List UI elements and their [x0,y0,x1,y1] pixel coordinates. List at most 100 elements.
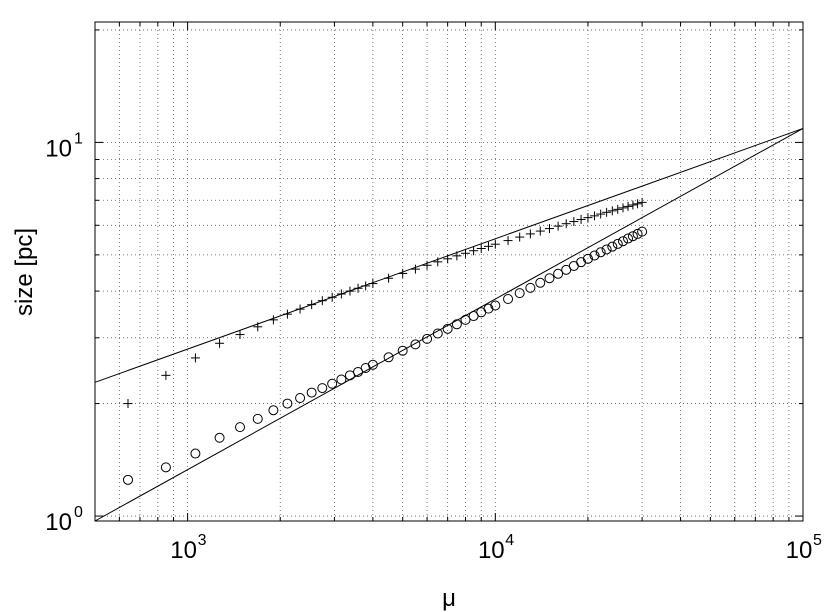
plus-marker [561,219,571,229]
circle-marker [607,241,618,252]
circle-marker [595,247,606,258]
plus-marker [596,209,606,219]
x-tick-labels: 10 3 10 4 10 5 [170,532,822,564]
circle-marker [383,352,394,363]
circle-marker [160,462,171,473]
plus-marker [525,229,535,239]
axis-ticks [95,22,803,521]
plus-marker [368,279,378,289]
circle-marker [122,474,133,485]
circle-marker [317,383,328,394]
circle-marker [637,226,648,237]
y-tick-label: 10 [45,135,72,162]
x-tick-label: 10 [478,537,505,564]
plus-marker [569,217,579,227]
circle-marker [282,398,293,409]
x-tick-label: 10 [786,537,813,564]
circle-marker [535,277,546,288]
circle-marker [503,293,514,304]
plus-marker [161,370,171,380]
circle-marker [451,319,462,330]
plus-marker [503,236,513,246]
circle-marker [617,236,628,247]
plus-marker [483,241,493,251]
circle-marker [422,333,433,344]
plus-marker [327,292,337,302]
plus-marker [295,304,305,314]
plus-marker [469,246,479,256]
fit-line [94,127,804,383]
circle-marker [252,413,263,424]
plus-marker [398,268,408,278]
circle-marker [327,378,338,389]
circle-marker [553,268,564,279]
plus-marker [623,201,633,211]
plus-marker [613,204,623,214]
circle-marker [367,359,378,370]
plus-marker [490,239,500,249]
circle-marker [544,273,555,284]
plus-marker [583,213,593,223]
plus-marker [618,203,628,213]
data-points [122,197,648,485]
x-tick-exponent: 5 [813,532,822,549]
circle-marker [442,323,453,334]
plus-marker [515,232,525,242]
plus-marker [422,260,432,270]
circle-marker [214,432,225,443]
y-tick-exponent: 0 [74,504,83,521]
circle-marker [336,374,347,385]
plus-marker [633,199,643,209]
plus-marker [235,330,245,340]
plus-marker [410,264,420,274]
circle-marker [514,288,525,299]
plus-marker [345,286,355,296]
plot-frame [94,21,804,522]
plus-marker [589,211,599,221]
plus-marker [384,273,394,283]
plus-marker [607,206,617,216]
circle-marker [190,448,201,459]
plus-marker [576,214,586,224]
plus-marker [268,315,278,325]
x-tick-exponent: 3 [198,532,207,549]
plus-marker [215,338,225,348]
plus-marker [307,300,317,310]
circle-marker [235,422,246,433]
plus-marker [353,283,363,293]
plus-marker [317,296,327,306]
plus-marker [553,221,563,231]
circle-marker [627,231,638,242]
plus-marker [433,257,443,267]
circle-marker [483,303,494,314]
circle-marker [612,238,623,249]
circle-marker [432,328,443,339]
circle-marker [306,387,317,398]
circle-marker [576,257,587,268]
circle-marker [582,253,593,264]
x-tick-label: 10 [170,537,197,564]
plus-marker [443,254,453,264]
circle-marker [601,244,612,255]
circle-marker [360,363,371,374]
circle-marker [353,366,364,377]
circle-marker [410,339,421,350]
circle-marker [268,405,279,416]
plus-marker [282,309,292,319]
plus-marker [253,322,263,332]
x-tick-exponent: 4 [505,532,514,549]
circle-marker [460,314,471,325]
circle-marker [397,345,408,356]
y-tick-exponent: 1 [74,130,83,147]
plus-marker [535,226,545,236]
circle-marker [632,228,643,239]
y-axis-label: size [pc] [11,228,38,316]
circle-marker [295,392,306,403]
plus-marker [544,224,554,234]
plus-marker [476,244,486,254]
circle-marker [525,282,536,293]
circle-marker [589,250,600,261]
plus-marker [602,207,612,217]
